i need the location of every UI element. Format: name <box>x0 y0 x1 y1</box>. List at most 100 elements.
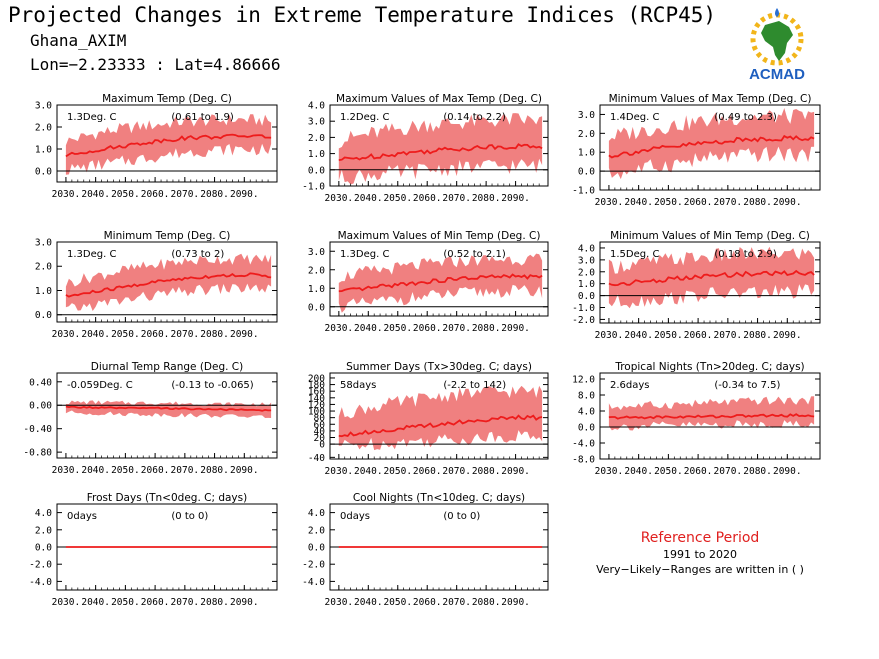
likely-range-label: (0 to 0) <box>443 511 480 522</box>
likely-range-label: (0.61 to 1.9) <box>171 112 233 123</box>
mean-change-label: 0days <box>67 511 97 522</box>
likely-range-label: (-2.2 to 142) <box>443 380 506 391</box>
reference-title: Reference Period <box>640 530 760 546</box>
x-tick-label: 2040. <box>354 466 383 477</box>
coordinates-label: Lon=−2.23333 : Lat=4.86666 <box>30 55 281 74</box>
x-tick-label: 2070. <box>442 466 471 477</box>
likely-range-label: (0.73 to 2) <box>171 249 224 260</box>
y-tick-label: 160 <box>308 387 325 398</box>
y-tick-label: 100 <box>308 407 325 418</box>
x-tick-label: 2060. <box>684 330 713 341</box>
x-tick-label: 2070. <box>171 329 200 340</box>
y-tick-label: -1.0 <box>572 303 595 314</box>
y-tick-label: 1.0 <box>35 145 52 156</box>
y-tick-label: 120 <box>308 400 325 411</box>
y-tick-label: 0.0 <box>578 167 595 178</box>
panel-title: Minimum Temp (Deg. C) <box>104 230 231 242</box>
acmad-logo: ACMAD <box>749 8 805 83</box>
y-tick-label: -2.0 <box>29 560 52 571</box>
x-tick-label: 2090. <box>773 466 802 477</box>
mean-line <box>338 273 543 293</box>
x-tick-label: 2040. <box>624 466 653 477</box>
y-tick-label: 2.0 <box>308 525 325 536</box>
x-tick-label: 2050. <box>383 466 412 477</box>
y-tick-label: 2.0 <box>35 262 52 273</box>
x-tick-label: 2090. <box>501 193 530 204</box>
x-tick-label: 2090. <box>773 197 802 208</box>
africa-map-icon <box>761 21 793 61</box>
y-tick-label: 2.0 <box>578 267 595 278</box>
x-tick-label: 2070. <box>442 323 471 334</box>
x-tick-label: 2090. <box>230 329 259 340</box>
x-tick-label: 2060. <box>413 193 442 204</box>
x-tick-label: 2030. <box>52 465 81 476</box>
x-tick-label: 2040. <box>81 597 110 608</box>
y-tick-label: 0 <box>319 440 325 451</box>
mean-change-label: 1.2Deg. C <box>340 112 389 123</box>
x-tick-label: 2080. <box>472 466 501 477</box>
x-tick-label: 2080. <box>743 197 772 208</box>
x-tick-label: 2030. <box>325 193 354 204</box>
x-tick-label: 2040. <box>354 193 383 204</box>
x-tick-label: 2080. <box>743 466 772 477</box>
x-tick-label: 2050. <box>654 466 683 477</box>
uncertainty-band <box>608 396 815 431</box>
x-tick-label: 2070. <box>714 330 743 341</box>
uncertainty-band <box>338 385 543 451</box>
x-tick-label: 2070. <box>442 193 471 204</box>
x-tick-label: 2090. <box>230 597 259 608</box>
x-tick-label: 2090. <box>230 189 259 200</box>
y-tick-label: 0.0 <box>35 543 52 554</box>
y-tick-label: -2.0 <box>302 560 325 571</box>
y-tick-label: 1.0 <box>308 284 325 295</box>
x-tick-label: 2060. <box>413 466 442 477</box>
x-tick-label: 2050. <box>654 197 683 208</box>
chart-panel-5: Maximum Values of Min Temp (Deg. C) 0.0 1.… <box>308 230 549 334</box>
logo-text: ACMAD <box>749 66 805 83</box>
x-tick-label: 2070. <box>171 597 200 608</box>
x-tick-label: 2030. <box>595 330 624 341</box>
x-tick-label: 2060. <box>413 597 442 608</box>
y-tick-label: 0.40 <box>29 377 52 388</box>
x-tick-label: 2030. <box>595 197 624 208</box>
panel-title: Diurnal Temp Range (Deg. C) <box>91 361 243 373</box>
y-tick-label: 180 <box>308 380 325 391</box>
likely-range-label: (0.18 to 2.9) <box>714 249 776 260</box>
mean-line <box>338 414 543 438</box>
y-tick-label: 3.0 <box>308 247 325 258</box>
chart-panel-10: Frost Days (Tn<0deg. C; days) -4.0 -2.0 0.0… <box>29 492 278 608</box>
y-tick-label: 3.0 <box>35 101 52 112</box>
x-tick-label: 2060. <box>684 197 713 208</box>
mean-change-label: 0days <box>340 511 370 522</box>
y-tick-label: -1.0 <box>572 186 595 197</box>
x-tick-label: 2030. <box>595 466 624 477</box>
x-tick-label: 2090. <box>501 597 530 608</box>
x-tick-label: 2080. <box>200 465 229 476</box>
x-tick-label: 2090. <box>230 465 259 476</box>
mean-line <box>608 269 815 287</box>
chart-panel-7: Diurnal Temp Range (Deg. C) -0.80 -0.40 0.0… <box>23 361 278 476</box>
y-tick-label: 1.0 <box>35 286 52 297</box>
chart-panel-9: Tropical Nights (Tn>20deg. C; days) -8.0 -… <box>572 361 821 477</box>
x-tick-label: 2030. <box>325 466 354 477</box>
mean-change-label: 1.3Deg. C <box>67 249 116 260</box>
y-tick-label: -1.0 <box>302 182 325 193</box>
y-tick-label: -2.0 <box>572 315 595 326</box>
water-drop-icon <box>775 8 779 17</box>
x-tick-label: 2050. <box>111 597 140 608</box>
mean-line <box>338 143 543 161</box>
mean-line <box>65 272 272 298</box>
x-tick-label: 2040. <box>81 329 110 340</box>
x-tick-label: 2040. <box>624 197 653 208</box>
reference-legend: Reference Period 1991 to 2020 Very−Likel… <box>585 530 815 576</box>
y-tick-label: 1.0 <box>308 149 325 160</box>
x-tick-label: 2080. <box>743 330 772 341</box>
panel-title: Maximum Values of Min Temp (Deg. C) <box>338 230 541 242</box>
page-title: Projected Changes in Extreme Temperature… <box>8 3 717 27</box>
mean-change-label: 2.6days <box>610 380 650 391</box>
uncertainty-band <box>65 114 272 175</box>
reference-note: Very−Likely−Ranges are written in ( ) <box>596 563 804 576</box>
y-tick-label: -4.0 <box>572 439 595 450</box>
y-tick-label: 0.0 <box>308 302 325 313</box>
